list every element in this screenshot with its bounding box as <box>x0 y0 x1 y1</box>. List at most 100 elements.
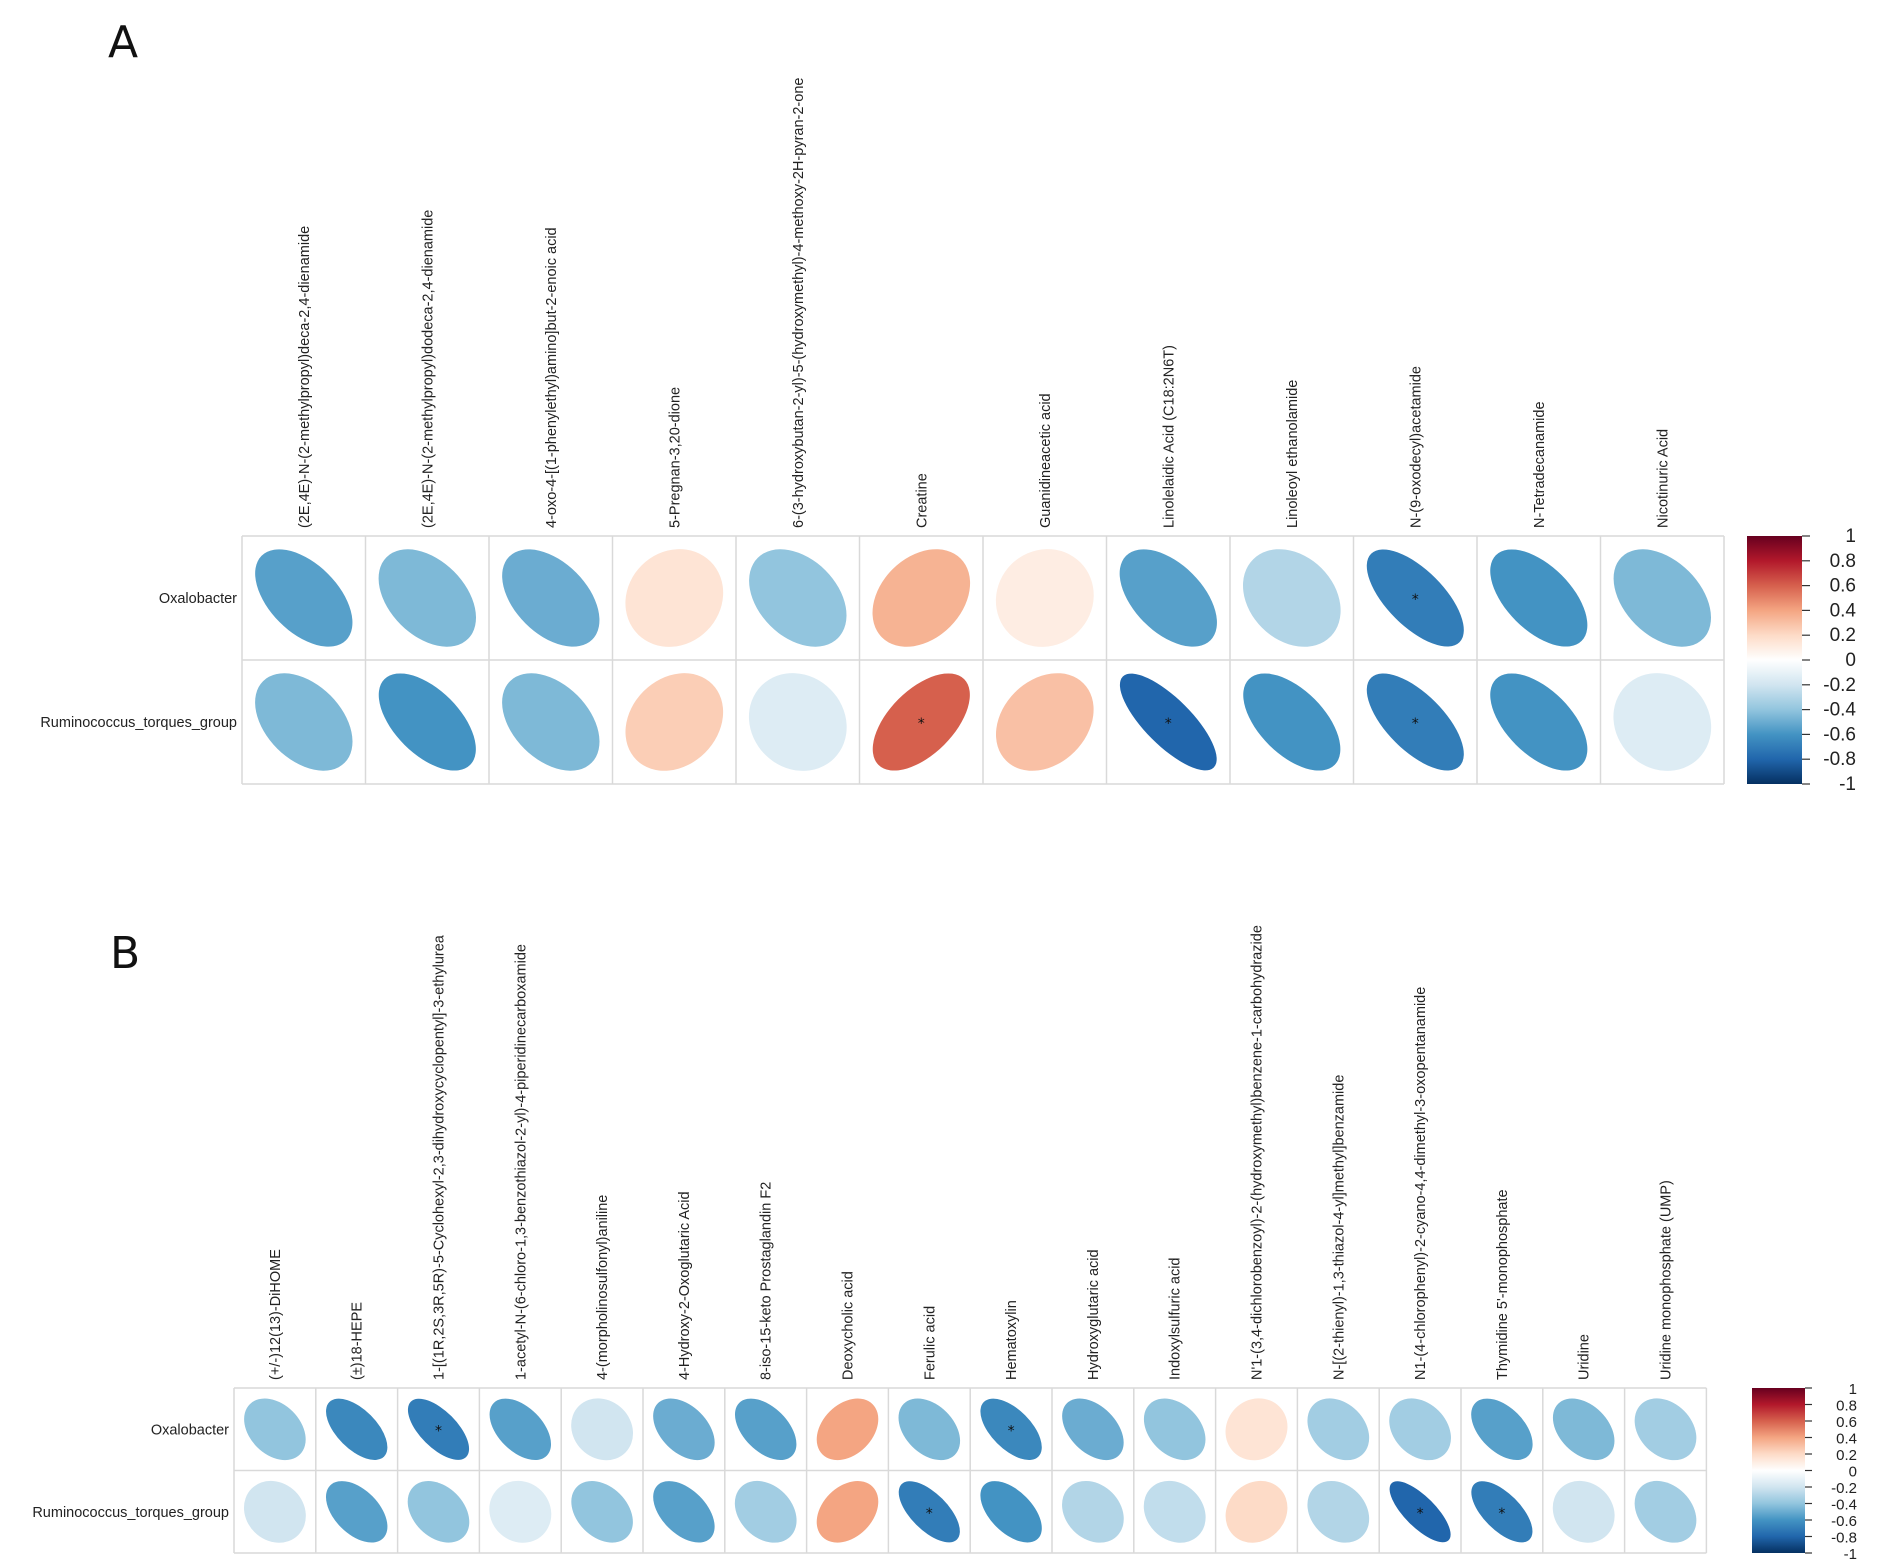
panel-b-colorbar-tick-label: 1 <box>1849 1381 1857 1398</box>
panel-a-cell-oxalobacter-6 <box>995 549 1094 647</box>
panel-b-cell-oxalobacter-15 <box>1471 1398 1533 1461</box>
panel-a-colorbar-tick-label: 1 <box>1845 526 1856 547</box>
panel-a-cell-ruminococcus-torques-group-8 <box>1243 673 1341 771</box>
panel-b-significance-star-ruminococcus-torques-group-15: * <box>1498 1506 1505 1522</box>
panel-a-cell-oxalobacter-1 <box>378 549 476 647</box>
panel-b-cell-oxalobacter-17 <box>1634 1398 1697 1461</box>
panel-a-column-label: (2E,4E)-N-(2-methylpropyl)deca-2,4-diena… <box>297 226 313 528</box>
panel-a-cell-ruminococcus-torques-group-0 <box>255 673 353 771</box>
panel-b-cell-oxalobacter-14 <box>1389 1398 1451 1461</box>
panel-b-column-label: Hematoxylin <box>1004 1300 1020 1380</box>
panel-b-cell-ruminococcus-torques-group-13 <box>1307 1480 1370 1543</box>
panel-b-cell-ruminococcus-torques-group-6 <box>734 1480 797 1543</box>
panel-a: A * * * * (2E,4E)-N-(2-methylpropyl)deca-2,4… <box>40 17 1856 795</box>
panel-b-cell-oxalobacter-7 <box>816 1398 879 1461</box>
panel-a-label: A <box>108 17 138 68</box>
panel-a-cell-oxalobacter-10 <box>1490 549 1588 647</box>
panel-b-column-label: Deoxycholic acid <box>841 1271 857 1380</box>
panel-b-cell-ruminococcus-torques-group-0 <box>243 1480 306 1543</box>
panel-a-cell-ruminococcus-torques-group-3 <box>625 673 724 771</box>
panel-b-cell-oxalobacter-2 <box>407 1398 470 1460</box>
panel-b-cell-ruminococcus-torques-group-3 <box>489 1480 552 1543</box>
panel-b-column-label: 8-iso-15-keto Prostaglandin F2 <box>759 1182 775 1380</box>
panel-a-cell-oxalobacter-0 <box>255 549 353 647</box>
panel-b-cell-oxalobacter-11 <box>1143 1398 1206 1461</box>
panel-b-colorbar-tick-label: -0.8 <box>1831 1530 1857 1547</box>
panel-b-cell-oxalobacter-9 <box>980 1398 1042 1460</box>
panel-a-cell-oxalobacter-3 <box>625 549 724 647</box>
panel-b-cell-oxalobacter-12 <box>1225 1398 1288 1461</box>
panel-b-column-label: 1-[(1R,2S,3R,5R)-5-Cyclohexyl-2,3-dihydr… <box>432 934 448 1380</box>
panel-a-column-label: Linoleoyl ethanolamide <box>1285 380 1301 528</box>
panel-a-cell-ruminococcus-torques-group-11 <box>1613 673 1712 771</box>
panel-a-cell-ruminococcus-torques-group-9 <box>1366 673 1464 771</box>
panel-b-row-label-oxalobacter: Oxalobacter <box>151 1422 229 1438</box>
panel-b-cell-ruminococcus-torques-group-15 <box>1471 1481 1533 1543</box>
panel-a-colorbar-tick-label: 0 <box>1845 650 1856 671</box>
panel-b-column-label: 4-(morpholinosulfonyl)aniline <box>595 1195 611 1380</box>
panel-a-column-label: Nicotinuric Acid <box>1655 429 1671 528</box>
panel-a-colorbar-gradient <box>1747 536 1802 784</box>
panel-b-label: B <box>110 928 140 979</box>
panel-b-cell-oxalobacter-10 <box>1062 1398 1124 1461</box>
panel-b-colorbar: 10.80.60.40.20-0.2-0.4-0.6-0.8-1 <box>1752 1381 1857 1563</box>
panel-b-column-label: (+/-)12(13)-DiHOME <box>268 1249 284 1380</box>
panel-b-cell-oxalobacter-0 <box>244 1398 306 1461</box>
panel-a-column-label: Linolelaidic Acid (C18:2N6T) <box>1161 345 1177 528</box>
panel-b-cell-ruminococcus-torques-group-9 <box>980 1481 1042 1543</box>
panel-a-column-label: 5-Pregnan-3,20-dione <box>667 387 683 528</box>
panel-a-colorbar-tick-label: -1 <box>1839 774 1856 795</box>
panel-b-column-label: N1-(4-chlorophenyl)-2-cyano-4,4-dimethyl… <box>1413 987 1429 1380</box>
panel-b-column-label: 1-acetyl-N-(6-chloro-1,3-benzothiazol-2-… <box>513 944 529 1380</box>
panel-b-column-label: N-[(2-thienyl)-1,3-thiazol-4-yl]methyl]b… <box>1331 1075 1347 1380</box>
panel-a-cell-ruminococcus-torques-group-10 <box>1490 673 1588 771</box>
panel-b-cell-ruminococcus-torques-group-4 <box>571 1481 633 1543</box>
panel-b-cell-oxalobacter-1 <box>326 1398 388 1460</box>
panel-b-column-label: 4-Hydroxy-2-Oxoglutaric Acid <box>677 1191 693 1380</box>
panel-a-colorbar-tick-label: -0.4 <box>1823 700 1856 721</box>
panel-a-column-label: Guanidineacetic acid <box>1038 393 1054 528</box>
panel-b-colorbar-tick-label: 0 <box>1849 1464 1857 1481</box>
panel-a-cell-ruminococcus-torques-group-5 <box>872 673 970 771</box>
panel-a-colorbar: 1 0.8 0.6 0.4 0.2 0 -0.2 -0.4 -0.6 -0.8 -1 <box>1747 526 1856 795</box>
panel-a-cell-ruminococcus-torques-group-6 <box>995 673 1094 771</box>
panel-b-column-label: (±)18-HEPE <box>350 1302 366 1380</box>
panel-b-cell-ruminococcus-torques-group-12 <box>1225 1480 1288 1543</box>
panel-b-cell-oxalobacter-4 <box>571 1398 634 1461</box>
panel-b-significance-star-ruminococcus-torques-group-14: * <box>1417 1506 1424 1522</box>
panel-a-cell-oxalobacter-8 <box>1242 549 1341 647</box>
panel-a-colorbar-tick-label: 0.2 <box>1830 625 1856 646</box>
panel-a-row-label-oxalobacter: Oxalobacter <box>159 591 237 607</box>
panel-b-significance-star-oxalobacter-9: * <box>1008 1423 1015 1439</box>
panel-a-colorbar-tick-label: -0.2 <box>1823 675 1856 696</box>
panel-a-row-label-ruminococcus-torques-group: Ruminococcus_torques_group <box>40 715 237 731</box>
panel-b-cell-oxalobacter-16 <box>1552 1398 1615 1461</box>
panel-a-significance-star-ruminococcus-torques-group-5: * <box>918 716 925 732</box>
panel-b-cell-oxalobacter-13 <box>1307 1398 1370 1461</box>
panel-b-cell-oxalobacter-6 <box>734 1398 797 1461</box>
panel-a-column-label: N-Tetradecanamide <box>1532 401 1548 528</box>
panel-b-cell-ruminococcus-torques-group-17 <box>1634 1480 1697 1543</box>
panel-b-significance-star-oxalobacter-2: * <box>435 1423 442 1439</box>
panel-a-significance-star-ruminococcus-torques-group-9: * <box>1412 716 1419 732</box>
panel-b-cell-ruminococcus-torques-group-5 <box>653 1481 715 1543</box>
panel-a-column-label: 6-(3-hydroxybutan-2-yl)-5-(hydroxymethyl… <box>791 78 807 528</box>
panel-a-column-label: (2E,4E)-N-(2-methylpropyl)dodeca-2,4-die… <box>420 210 436 528</box>
panel-b-cell-ruminococcus-torques-group-7 <box>816 1481 879 1543</box>
panel-b-colorbar-tick-label: -0.2 <box>1831 1480 1857 1497</box>
panel-a-colorbar-tick-label: 0.6 <box>1830 576 1856 597</box>
panel-a-cell-ruminococcus-torques-group-7 <box>1119 673 1217 771</box>
panel-a-column-label: N-(9-oxodecyl)acetamide <box>1408 366 1424 528</box>
panel-b-column-label: Thymidine 5'-monophosphate <box>1495 1189 1511 1380</box>
panel-b-cell-ruminococcus-torques-group-16 <box>1552 1480 1615 1543</box>
panel-b-cell-ruminococcus-torques-group-2 <box>407 1481 470 1543</box>
panel-a-cell-oxalobacter-5 <box>872 549 971 647</box>
panel-b-colorbar-tick-label: 0.4 <box>1836 1431 1857 1448</box>
panel-b-cell-ruminococcus-torques-group-1 <box>325 1481 388 1543</box>
panel-b: B * * * * * (+/-)12(13)-DiHOME (±)18-HEPE 1-[(1… <box>32 925 1857 1563</box>
panel-a-column-label: Creatine <box>914 473 930 528</box>
panel-b-row-label-ruminococcus-torques-group: Ruminococcus_torques_group <box>32 1505 229 1521</box>
panel-a-cell-oxalobacter-11 <box>1613 549 1711 647</box>
panel-a-cell-ruminococcus-torques-group-2 <box>502 673 600 771</box>
panel-b-cell-oxalobacter-8 <box>898 1398 961 1461</box>
